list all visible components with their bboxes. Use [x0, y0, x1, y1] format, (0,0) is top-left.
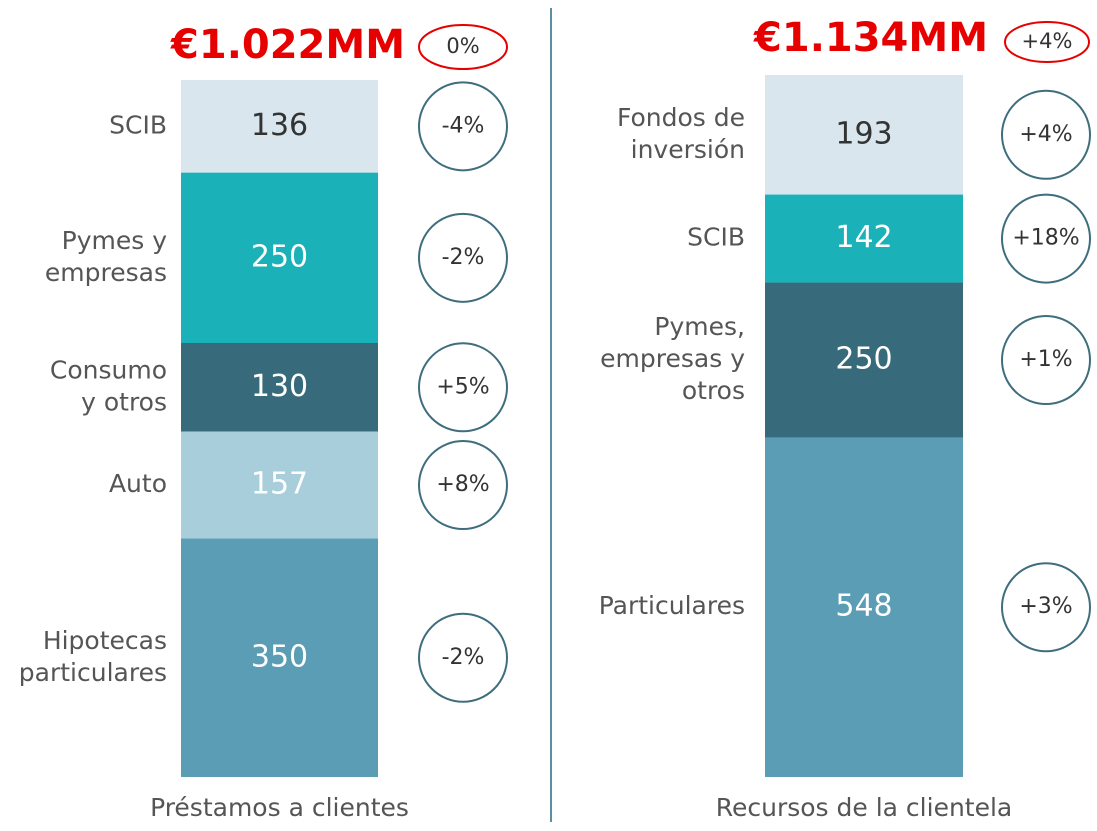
segment-value: 136 [251, 108, 308, 143]
bar-segment [765, 75, 963, 195]
total-change-outline [1004, 21, 1090, 63]
x-axis-label: Préstamos a clientes [150, 793, 409, 822]
segment-label: SCIB [687, 223, 745, 252]
change-outline [418, 81, 508, 172]
segment-value: 250 [251, 239, 308, 274]
x-axis-label: Recursos de la clientela [716, 793, 1013, 822]
segment-label: y otros [81, 387, 167, 416]
segment-value: 142 [835, 220, 892, 255]
total-label: €1.134MM [753, 15, 988, 61]
change-outline [418, 612, 508, 703]
bar-segment [181, 342, 378, 432]
segment-value: 130 [251, 369, 308, 404]
segment-label: empresas y [600, 344, 745, 373]
segment-value: 193 [835, 116, 892, 151]
change-outline [418, 440, 508, 531]
segment-label: Fondos de [617, 103, 745, 132]
bar-segment [181, 80, 378, 173]
change-outline [418, 342, 508, 433]
segment-label: Pymes, [654, 312, 745, 341]
change-outline [1001, 315, 1091, 406]
change-label: -4% [442, 113, 485, 138]
segment-label: Auto [109, 469, 167, 498]
change-label: +5% [436, 374, 489, 399]
change-label: +4% [1019, 122, 1072, 147]
segment-value: 157 [251, 467, 308, 502]
segment-label: Hipotecas [43, 626, 167, 655]
change-label: +1% [1019, 347, 1072, 372]
total-change-outline [418, 24, 508, 70]
bar-segment [181, 538, 378, 777]
change-label: -2% [442, 245, 485, 270]
segment-label: empresas [45, 258, 167, 287]
change-label: +18% [1012, 226, 1079, 251]
change-outline [1001, 562, 1091, 653]
change-outline [418, 212, 508, 303]
change-outline [1001, 193, 1091, 284]
bar-segment [765, 437, 963, 777]
segment-label: inversión [631, 135, 745, 164]
change-outline [1001, 89, 1091, 180]
bar-segment [765, 282, 963, 438]
bar-segment [181, 431, 378, 539]
change-label: -2% [442, 645, 485, 670]
segment-label: particulares [19, 658, 167, 687]
total-change: 0% [446, 34, 479, 58]
segment-label: Particulares [599, 591, 745, 620]
segment-label: SCIB [109, 110, 167, 139]
segment-label: otros [682, 376, 745, 405]
segment-value: 548 [835, 589, 892, 624]
change-label: +8% [436, 472, 489, 497]
bar-segment [765, 194, 963, 283]
segment-value: 350 [251, 639, 308, 674]
total-label: €1.022MM [170, 22, 405, 68]
segment-label: Pymes y [62, 226, 168, 255]
segment-label: Consumo [50, 355, 167, 384]
segment-value: 250 [835, 342, 892, 377]
total-change: +4% [1022, 29, 1073, 53]
bar-segment [181, 172, 378, 343]
change-label: +3% [1019, 594, 1072, 619]
